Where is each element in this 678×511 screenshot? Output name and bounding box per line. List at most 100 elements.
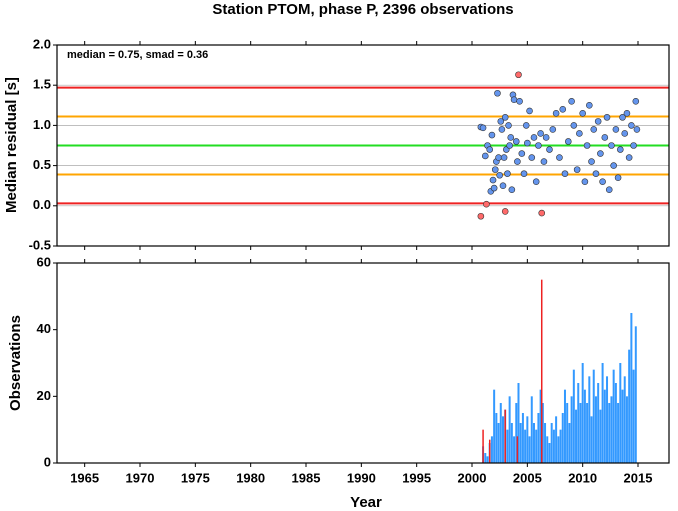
y-tick-label: 20 bbox=[37, 388, 51, 403]
chart-title: Station PTOM, phase P, 2396 observations bbox=[212, 1, 513, 18]
data-point bbox=[490, 184, 498, 192]
bar bbox=[577, 383, 580, 463]
y-tick-label: -0.5 bbox=[29, 237, 51, 252]
data-point bbox=[532, 178, 540, 185]
bar bbox=[516, 436, 519, 463]
y-tick-label: 0.0 bbox=[33, 197, 51, 212]
data-point bbox=[588, 158, 595, 165]
data-point bbox=[556, 154, 563, 161]
data-point bbox=[495, 154, 502, 161]
data-point bbox=[570, 122, 578, 129]
bar bbox=[517, 383, 520, 463]
data-point bbox=[579, 110, 586, 117]
data-point bbox=[483, 200, 490, 208]
data-point bbox=[594, 118, 602, 125]
data-point bbox=[621, 130, 629, 137]
bar bbox=[490, 436, 493, 463]
bar bbox=[537, 413, 540, 463]
bar bbox=[608, 403, 611, 463]
y-tick-label: 40 bbox=[37, 321, 51, 336]
x-tick-label: 2015 bbox=[624, 470, 653, 485]
bar bbox=[486, 456, 489, 463]
bar bbox=[581, 363, 584, 463]
bar bbox=[625, 396, 628, 463]
data-point bbox=[499, 182, 507, 189]
bar bbox=[586, 403, 589, 463]
x-tick-label: 1965 bbox=[70, 470, 99, 485]
bar bbox=[510, 423, 513, 463]
data-point bbox=[603, 114, 611, 121]
bar bbox=[570, 396, 573, 463]
plot-frame bbox=[56, 44, 670, 247]
bar bbox=[497, 423, 500, 463]
bar bbox=[630, 313, 633, 463]
bar bbox=[561, 413, 564, 463]
data-point bbox=[581, 178, 589, 185]
data-point bbox=[538, 209, 546, 217]
data-point bbox=[546, 146, 553, 153]
x-tick-label: 1980 bbox=[236, 470, 265, 485]
data-point bbox=[599, 178, 606, 185]
bar bbox=[530, 396, 533, 463]
bar bbox=[513, 436, 516, 463]
data-point bbox=[625, 154, 633, 161]
bar bbox=[532, 423, 535, 463]
data-point bbox=[628, 122, 635, 129]
bar bbox=[552, 429, 555, 463]
plot-frame bbox=[56, 262, 670, 464]
bar bbox=[539, 389, 542, 463]
bar bbox=[508, 396, 511, 463]
data-point bbox=[537, 130, 544, 137]
data-point bbox=[552, 110, 560, 117]
data-point bbox=[508, 186, 516, 194]
data-point bbox=[535, 142, 542, 149]
bar bbox=[619, 363, 622, 463]
bar bbox=[621, 389, 624, 463]
data-point bbox=[528, 154, 536, 161]
data-point bbox=[590, 126, 598, 133]
bar bbox=[548, 443, 551, 463]
bar bbox=[482, 429, 484, 463]
y-tick-label: 60 bbox=[37, 254, 51, 269]
bar bbox=[559, 429, 562, 463]
bar bbox=[544, 423, 547, 463]
bar bbox=[623, 376, 626, 463]
data-point bbox=[601, 134, 609, 141]
bar bbox=[617, 403, 620, 463]
bar bbox=[610, 396, 613, 463]
bar bbox=[541, 403, 544, 463]
data-point bbox=[518, 150, 526, 157]
bar bbox=[524, 429, 527, 463]
data-point bbox=[510, 96, 518, 103]
bar bbox=[597, 383, 600, 463]
y-axis-label: Median residual [s] bbox=[3, 77, 20, 213]
data-point bbox=[592, 170, 600, 177]
data-point bbox=[522, 122, 530, 129]
y-tick-label: 0.5 bbox=[33, 157, 51, 172]
data-point bbox=[504, 170, 511, 177]
data-point bbox=[506, 142, 513, 149]
data-point bbox=[576, 130, 583, 137]
data-point bbox=[481, 152, 489, 160]
data-point bbox=[561, 170, 569, 177]
bar bbox=[579, 403, 582, 463]
bar bbox=[590, 416, 593, 463]
bar bbox=[628, 349, 631, 463]
data-point bbox=[526, 107, 533, 115]
data-point bbox=[501, 208, 509, 215]
data-point bbox=[520, 170, 528, 177]
bar bbox=[632, 369, 635, 463]
data-point bbox=[498, 126, 506, 133]
y-tick-label: 1.5 bbox=[33, 77, 51, 92]
data-point bbox=[573, 166, 581, 173]
data-point bbox=[586, 102, 593, 109]
data-point bbox=[549, 126, 557, 133]
data-point bbox=[597, 150, 604, 157]
data-point bbox=[497, 118, 505, 125]
bar bbox=[614, 383, 617, 463]
bar bbox=[601, 363, 604, 463]
data-point bbox=[486, 146, 494, 153]
bar bbox=[568, 423, 571, 463]
data-point bbox=[633, 126, 641, 133]
